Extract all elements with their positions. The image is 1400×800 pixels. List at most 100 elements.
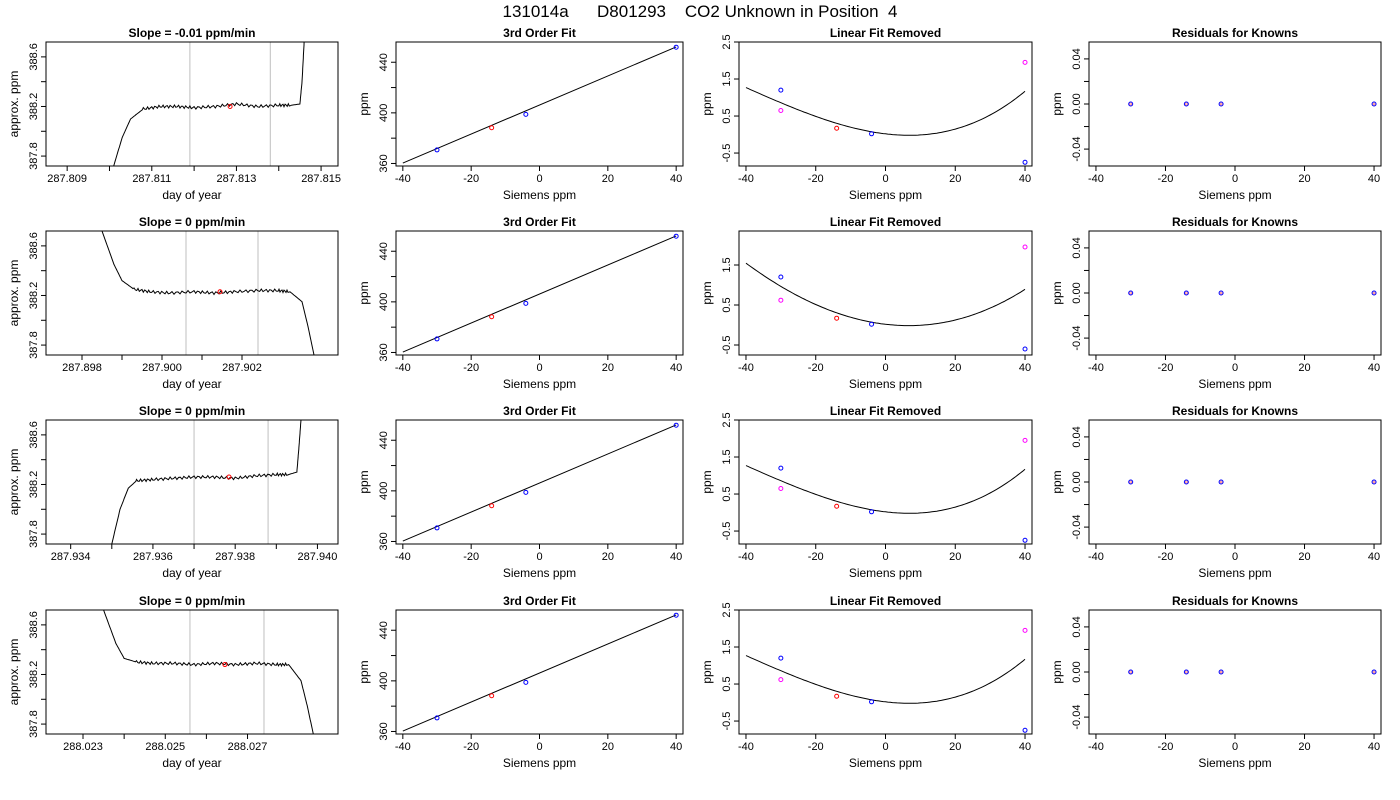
y-tick-label: 0.04 — [1071, 48, 1083, 69]
x-tick-label: 0 — [536, 173, 542, 185]
x-tick-label: 287.934 — [51, 551, 91, 563]
known-point — [1128, 479, 1134, 485]
unknown-point — [489, 503, 495, 509]
y-tick-label: 387.8 — [28, 142, 40, 170]
panel-title: Residuals for Knowns — [1172, 404, 1298, 418]
known-point — [1218, 479, 1224, 485]
y-axis-label: ppm — [357, 92, 371, 115]
y-tick-label: 388.6 — [28, 421, 40, 449]
x-tick-label: 0 — [882, 551, 888, 563]
y-tick-label: 2.5 — [721, 602, 733, 617]
panel-title: 3rd Order Fit — [503, 594, 576, 608]
panel-linear_removed-1: Linear Fit Removed -40 -20 0 20 40 -0.5 0.5 1.5 2… — [700, 26, 1033, 202]
panel-title: Linear Fit Removed — [830, 215, 941, 229]
x-tick-label: 20 — [1298, 741, 1310, 753]
figure-title: 131014a D801293 CO2 Unknown in Position … — [502, 2, 898, 21]
cubic-curve — [745, 87, 1026, 136]
known-point — [869, 509, 875, 515]
panel-title: Linear Fit Removed — [830, 594, 941, 608]
panel-fit-3: 3rd Order Fit -40 -20 0 20 40 360 400 440 Siemens… — [357, 404, 684, 580]
y-tick-label: 387.8 — [28, 331, 40, 359]
y-tick-label: 388.2 — [28, 471, 40, 499]
x-axis-label: day of year — [162, 756, 221, 770]
x-tick-label: -20 — [1158, 741, 1174, 753]
known-point — [434, 336, 440, 342]
y-tick-label: 440 — [378, 53, 390, 71]
known-point — [1218, 669, 1224, 675]
data-area — [402, 422, 679, 542]
linear-point — [778, 677, 784, 683]
plot-frame — [738, 230, 1033, 356]
residual-overlay — [1129, 102, 1133, 106]
x-tick-label: -20 — [808, 551, 824, 563]
x-tick-label: 20 — [949, 173, 961, 185]
known-point — [434, 715, 440, 721]
panel-title: Residuals for Knowns — [1172, 215, 1298, 229]
panel-title: 3rd Order Fit — [503, 404, 576, 418]
x-axis-label: day of year — [162, 377, 221, 391]
data-area — [101, 231, 315, 355]
y-tick-label: 400 — [378, 672, 390, 690]
linear-point — [1022, 627, 1028, 633]
plot-frame — [45, 609, 339, 735]
known-point — [1128, 101, 1134, 107]
residual-overlay — [1372, 480, 1376, 484]
panel-title: 3rd Order Fit — [503, 26, 576, 40]
y-tick-label: 440 — [378, 621, 390, 639]
x-tick-label: -40 — [738, 741, 754, 753]
x-tick-label: -40 — [738, 173, 754, 185]
known-point — [523, 300, 529, 306]
panel-linear_removed-2: Linear Fit Removed -40 -20 0 20 40 -0.5 0.5 1.5 S… — [700, 215, 1033, 391]
residual-overlay — [1129, 670, 1133, 674]
panel-fit-4: 3rd Order Fit -40 -20 0 20 40 360 400 440 Siemens… — [357, 594, 684, 770]
y-axis-label: ppm — [357, 660, 371, 683]
data-area — [113, 42, 305, 166]
y-tick-label: 2.5 — [721, 412, 733, 427]
x-tick-label: 0 — [1232, 173, 1238, 185]
linear-point — [778, 485, 784, 491]
panel-trace-2: Slope = 0 ppm/min 287.898 287.900 287.902 38… — [7, 215, 339, 391]
x-tick-label: 20 — [602, 741, 614, 753]
known-point — [1371, 290, 1377, 296]
x-axis-label: Siemens ppm — [503, 188, 576, 202]
x-tick-label: -40 — [1088, 173, 1104, 185]
panel-title: Slope = 0 ppm/min — [139, 215, 245, 229]
y-tick-label: 388.2 — [28, 282, 40, 310]
panel-title: Linear Fit Removed — [830, 404, 941, 418]
x-tick-label: 40 — [1019, 362, 1031, 374]
x-tick-label: 287.809 — [47, 173, 87, 185]
x-tick-label: 20 — [949, 551, 961, 563]
known-point — [434, 147, 440, 153]
sample-marker — [226, 474, 232, 480]
residual-overlay — [1129, 291, 1133, 295]
y-axis-label: ppm — [1050, 92, 1064, 115]
panel-title: Linear Fit Removed — [830, 26, 941, 40]
known-point — [1183, 479, 1189, 485]
panel-trace-1: Slope = -0.01 ppm/min 287.809 287.811 287.8… — [7, 26, 341, 202]
x-tick-label: 20 — [1298, 362, 1310, 374]
known-point — [523, 679, 529, 685]
x-tick-label: 0 — [536, 551, 542, 563]
x-axis-label: Siemens ppm — [849, 188, 922, 202]
known-point — [778, 87, 784, 93]
known-point — [1022, 346, 1028, 352]
y-tick-label: 1.5 — [721, 449, 733, 464]
known-point — [1022, 537, 1028, 543]
data-area — [402, 233, 679, 353]
known-point — [673, 612, 679, 618]
x-tick-label: 20 — [602, 551, 614, 563]
y-axis-label: ppm — [700, 92, 714, 115]
fit-line — [402, 614, 677, 732]
x-tick-label: 40 — [1368, 173, 1380, 185]
linear-point — [1022, 437, 1028, 443]
residual-overlay — [1372, 291, 1376, 295]
y-tick-label: -0.5 — [721, 522, 733, 541]
known-point — [869, 321, 875, 327]
y-tick-label: 2.5 — [721, 34, 733, 49]
known-point — [1022, 727, 1028, 733]
unknown-point — [489, 125, 495, 131]
y-tick-label: 0.5 — [721, 676, 733, 691]
data-area — [745, 627, 1028, 733]
x-tick-label: 40 — [1019, 173, 1031, 185]
residual-overlay — [1219, 291, 1223, 295]
